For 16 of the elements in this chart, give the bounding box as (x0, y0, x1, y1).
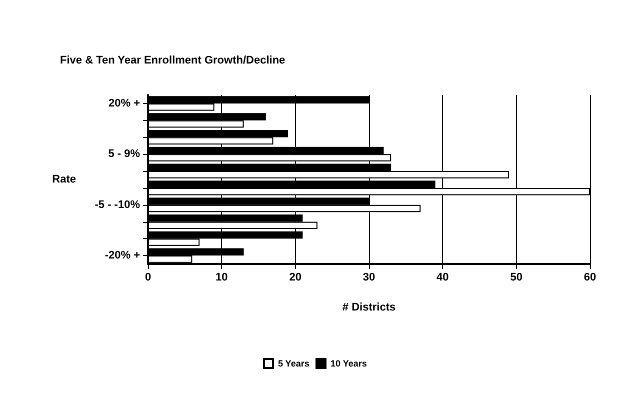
x-tick-label: 0 (144, 272, 152, 284)
x-axis-title: # Districts (342, 302, 396, 314)
chart-title: Five & Ten Year Enrollment Growth/Decline (60, 54, 286, 66)
legend-label: 10 Years (330, 358, 367, 368)
y-tick-label: 20% + (108, 97, 140, 110)
x-tick-label: 20 (289, 272, 302, 284)
y-axis-title: Rate (52, 174, 76, 186)
x-tick-label: 30 (362, 272, 376, 284)
x-tick-label: 40 (436, 272, 449, 284)
x-tick-label: 10 (216, 272, 228, 284)
x-tick-label: 60 (584, 272, 596, 284)
y-tick-label: 5 - 9% (108, 148, 140, 160)
legend-label: 5 Years (278, 358, 310, 368)
y-tick-label: -20% + (104, 250, 140, 262)
x-tick-label: 50 (510, 272, 522, 284)
y-tick-label: -5 - -10% (94, 198, 140, 211)
